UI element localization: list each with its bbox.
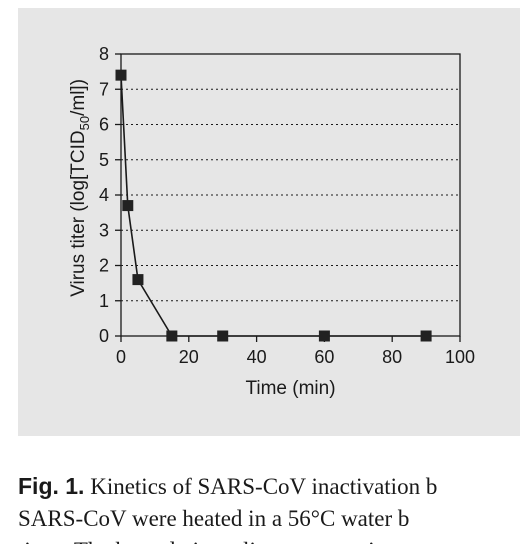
caption-line-1: Fig. 1. Kinetics of SARS-CoV inactivatio…: [18, 470, 520, 503]
y-tick-label: 7: [99, 79, 109, 99]
data-point-marker: [115, 69, 127, 81]
caption-lead: Fig. 1.: [18, 473, 85, 499]
x-tick-label: 100: [445, 347, 475, 367]
x-tick-label: 40: [247, 347, 267, 367]
y-tick-label: 8: [99, 44, 109, 64]
series-line: [120, 75, 427, 337]
data-point-marker: [122, 200, 134, 212]
data-point-marker: [166, 330, 178, 342]
x-tick-label: 60: [314, 347, 334, 367]
data-point-marker: [420, 330, 432, 342]
y-tick-label: 6: [99, 115, 109, 135]
y-tick-label: 4: [99, 185, 109, 205]
x-axis-title: Time (min): [245, 378, 335, 399]
y-axis-title: Virus titer (log[TCID50/ml]): [68, 78, 92, 297]
caption-line-1-text: Kinetics of SARS-CoV inactivation b: [84, 474, 438, 499]
data-point-marker: [217, 330, 229, 342]
y-tick-label: 2: [99, 256, 109, 276]
y-tick-label: 0: [99, 326, 109, 346]
x-tick-label: 80: [382, 347, 402, 367]
y-tick-label: 5: [99, 150, 109, 170]
y-tick-label: 1: [99, 291, 109, 311]
x-tick-label: 0: [116, 347, 126, 367]
data-point-marker: [132, 274, 144, 286]
figure-caption: Fig. 1. Kinetics of SARS-CoV inactivatio…: [18, 470, 520, 544]
figure-panel: 0 1 2 3 4 5 6 7 8 0 20 40 60 80 100 Time (min) Virus ti…: [18, 8, 520, 436]
y-tick-label: 3: [99, 220, 109, 240]
caption-line-3: tions. The heated virus aliquots were ti: [18, 535, 520, 544]
x-tick-label: 20: [179, 347, 199, 367]
caption-line-2: SARS-CoV were heated in a 56°C water b: [18, 506, 410, 531]
data-point-marker: [318, 330, 330, 342]
